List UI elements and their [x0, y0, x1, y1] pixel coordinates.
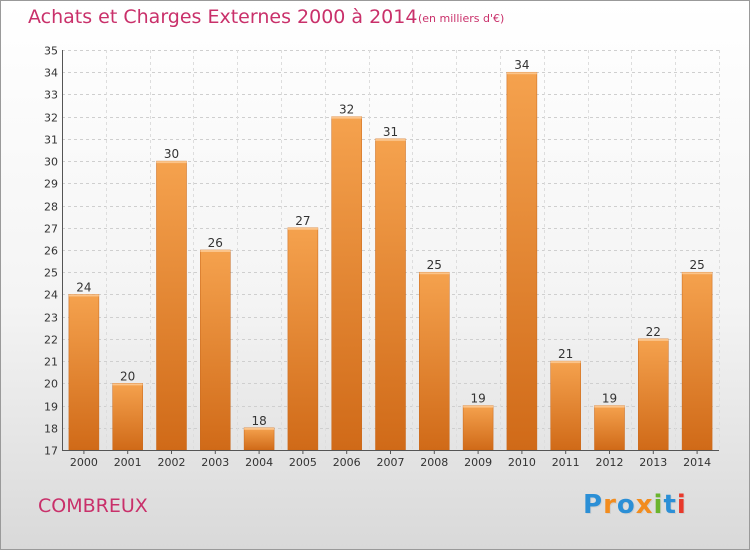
data-label: 32: [339, 103, 354, 117]
bar: [112, 383, 143, 451]
y-tick-label: 31: [44, 134, 58, 147]
brand-letter: i: [653, 490, 664, 520]
bar: [506, 71, 538, 451]
x-tick-label: 2010: [508, 456, 536, 469]
bar-highlight: [375, 138, 406, 141]
x-tick-label: 2003: [201, 456, 229, 469]
bar: [550, 360, 581, 451]
bar: [462, 405, 494, 451]
x-tick-label: 2011: [552, 456, 580, 469]
y-tick-label: 29: [44, 178, 58, 191]
y-tick-label: 25: [44, 267, 58, 280]
bar: [243, 427, 275, 451]
bar: [638, 338, 669, 451]
data-label: 24: [76, 280, 91, 294]
data-label: 30: [164, 147, 179, 161]
bar-highlight: [331, 116, 362, 119]
bar-highlight: [463, 405, 494, 408]
bar-highlight: [112, 383, 143, 386]
bar: [68, 294, 100, 451]
x-tick-label: 2001: [114, 456, 142, 469]
y-tick-label: 34: [44, 67, 58, 80]
data-label: 25: [427, 258, 442, 272]
y-tick-label: 33: [44, 89, 58, 102]
brand-letter: P: [583, 490, 604, 520]
data-label: 20: [120, 369, 135, 383]
x-tick-label: 2014: [683, 456, 711, 469]
data-label: 31: [383, 125, 398, 139]
bars: [68, 71, 713, 451]
data-label: 21: [558, 347, 573, 361]
chart-subtitle: (en milliers d'€): [418, 12, 505, 25]
x-tick-label: 2012: [596, 456, 624, 469]
bar: [419, 271, 450, 451]
data-label: 19: [602, 392, 617, 406]
x-tick-label: 2006: [333, 456, 361, 469]
chart-title: Achats et Charges Externes 2000 à 2014: [28, 6, 418, 28]
bar-highlight: [682, 272, 713, 275]
x-tick-label: 2009: [464, 456, 492, 469]
x-tick-label: 2013: [639, 456, 667, 469]
bar-highlight: [638, 338, 669, 341]
y-tick-label: 21: [44, 356, 58, 369]
y-tick-label: 28: [44, 201, 58, 214]
bar-highlight: [506, 72, 537, 75]
data-label: 34: [514, 58, 529, 72]
commune-name: COMBREUX: [38, 495, 148, 517]
bar-highlight: [550, 361, 581, 364]
brand-letter: o: [616, 490, 636, 520]
bar: [287, 227, 319, 451]
x-tick-label: 2002: [158, 456, 186, 469]
y-tick-label: 22: [44, 334, 58, 347]
y-tick-label: 35: [44, 45, 58, 58]
bar: [200, 249, 231, 451]
x-tick-label: 2005: [289, 456, 317, 469]
bar-highlight: [244, 427, 275, 430]
bar: [594, 405, 625, 451]
y-tick-label: 19: [44, 401, 58, 414]
bar: [681, 271, 713, 451]
y-tick-label: 27: [44, 223, 58, 236]
x-tick-label: 2008: [420, 456, 448, 469]
data-label: 25: [689, 258, 704, 272]
y-tick-label: 20: [44, 378, 58, 391]
brand-letter: r: [603, 490, 617, 520]
y-tick-label: 17: [44, 445, 58, 458]
bar: [331, 116, 362, 451]
bar-highlight: [68, 294, 99, 297]
y-tick-label: 23: [44, 312, 58, 325]
y-tick-label: 24: [44, 289, 58, 302]
brand-letter: x: [635, 490, 654, 520]
data-label: 27: [295, 214, 310, 228]
bar-highlight: [594, 405, 625, 408]
bar-highlight: [200, 250, 231, 252]
data-label: 19: [470, 392, 485, 406]
axes: 17 18 19 20 21 22 23 24 25 26 27 28 29 30 31 32 33 34 35 24…: [44, 45, 719, 469]
bar-highlight: [156, 161, 187, 164]
x-tick-label: 2000: [70, 456, 98, 469]
bar-highlight: [287, 227, 318, 230]
x-tick-label: 2004: [245, 456, 273, 469]
y-tick-label: 32: [44, 112, 58, 125]
data-label: 26: [208, 236, 223, 250]
y-tick-label: 30: [44, 156, 58, 169]
bar: [375, 138, 406, 451]
bar-highlight: [419, 272, 450, 275]
data-label: 22: [646, 325, 661, 339]
x-tick-label: 2007: [377, 456, 405, 469]
y-tick-label: 26: [44, 245, 58, 258]
brand-logo: Proxiti: [583, 490, 687, 520]
y-tick-label: 18: [44, 423, 58, 436]
brand-letter: i: [676, 490, 687, 520]
brand-letter: t: [663, 490, 677, 520]
data-label: 18: [251, 414, 266, 428]
bar: [156, 160, 187, 451]
